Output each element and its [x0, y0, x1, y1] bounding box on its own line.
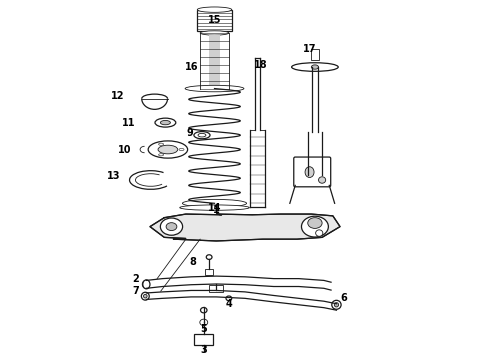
Bar: [209, 35, 220, 87]
Text: 5: 5: [200, 324, 207, 334]
Ellipse shape: [158, 145, 178, 154]
Text: 9: 9: [186, 129, 193, 138]
Ellipse shape: [143, 280, 150, 289]
Text: 6: 6: [340, 293, 347, 303]
Ellipse shape: [332, 300, 341, 309]
Ellipse shape: [194, 132, 210, 139]
Text: 12: 12: [111, 91, 124, 101]
Ellipse shape: [200, 307, 207, 313]
Text: 10: 10: [118, 144, 132, 154]
Ellipse shape: [144, 294, 147, 298]
Ellipse shape: [311, 65, 318, 69]
Bar: [205, 269, 214, 275]
Ellipse shape: [197, 7, 232, 12]
Bar: [194, 334, 214, 345]
Text: 16: 16: [184, 62, 198, 72]
Ellipse shape: [159, 154, 164, 156]
Ellipse shape: [148, 141, 188, 158]
Ellipse shape: [200, 86, 229, 91]
FancyBboxPatch shape: [294, 157, 331, 187]
Ellipse shape: [155, 118, 176, 127]
Ellipse shape: [226, 296, 232, 301]
Ellipse shape: [308, 218, 322, 228]
Text: 7: 7: [132, 286, 139, 296]
Ellipse shape: [334, 303, 339, 307]
Bar: [311, 49, 319, 60]
Ellipse shape: [179, 148, 184, 150]
Text: 4: 4: [225, 299, 232, 309]
Bar: [209, 285, 223, 292]
Text: 17: 17: [303, 44, 317, 54]
Ellipse shape: [206, 255, 212, 260]
Text: 8: 8: [190, 257, 196, 267]
Text: 18: 18: [254, 60, 268, 70]
Ellipse shape: [159, 143, 164, 145]
Ellipse shape: [185, 85, 244, 92]
Ellipse shape: [160, 218, 183, 235]
Ellipse shape: [141, 292, 149, 300]
Ellipse shape: [182, 199, 246, 207]
Text: 15: 15: [208, 15, 221, 26]
Ellipse shape: [166, 223, 177, 230]
Ellipse shape: [200, 31, 229, 35]
Ellipse shape: [160, 121, 171, 125]
Ellipse shape: [180, 205, 249, 210]
Text: 2: 2: [132, 274, 139, 284]
Text: 14: 14: [208, 203, 221, 213]
Ellipse shape: [305, 167, 314, 177]
Text: 1: 1: [213, 206, 220, 216]
Text: 11: 11: [122, 118, 135, 128]
Ellipse shape: [200, 319, 208, 325]
Bar: [197, 10, 232, 31]
Ellipse shape: [316, 230, 323, 236]
Polygon shape: [150, 214, 340, 241]
Ellipse shape: [292, 63, 338, 71]
Ellipse shape: [198, 134, 206, 137]
Ellipse shape: [301, 216, 328, 237]
Ellipse shape: [318, 177, 326, 183]
Text: 3: 3: [200, 345, 207, 355]
Text: 13: 13: [107, 171, 121, 181]
